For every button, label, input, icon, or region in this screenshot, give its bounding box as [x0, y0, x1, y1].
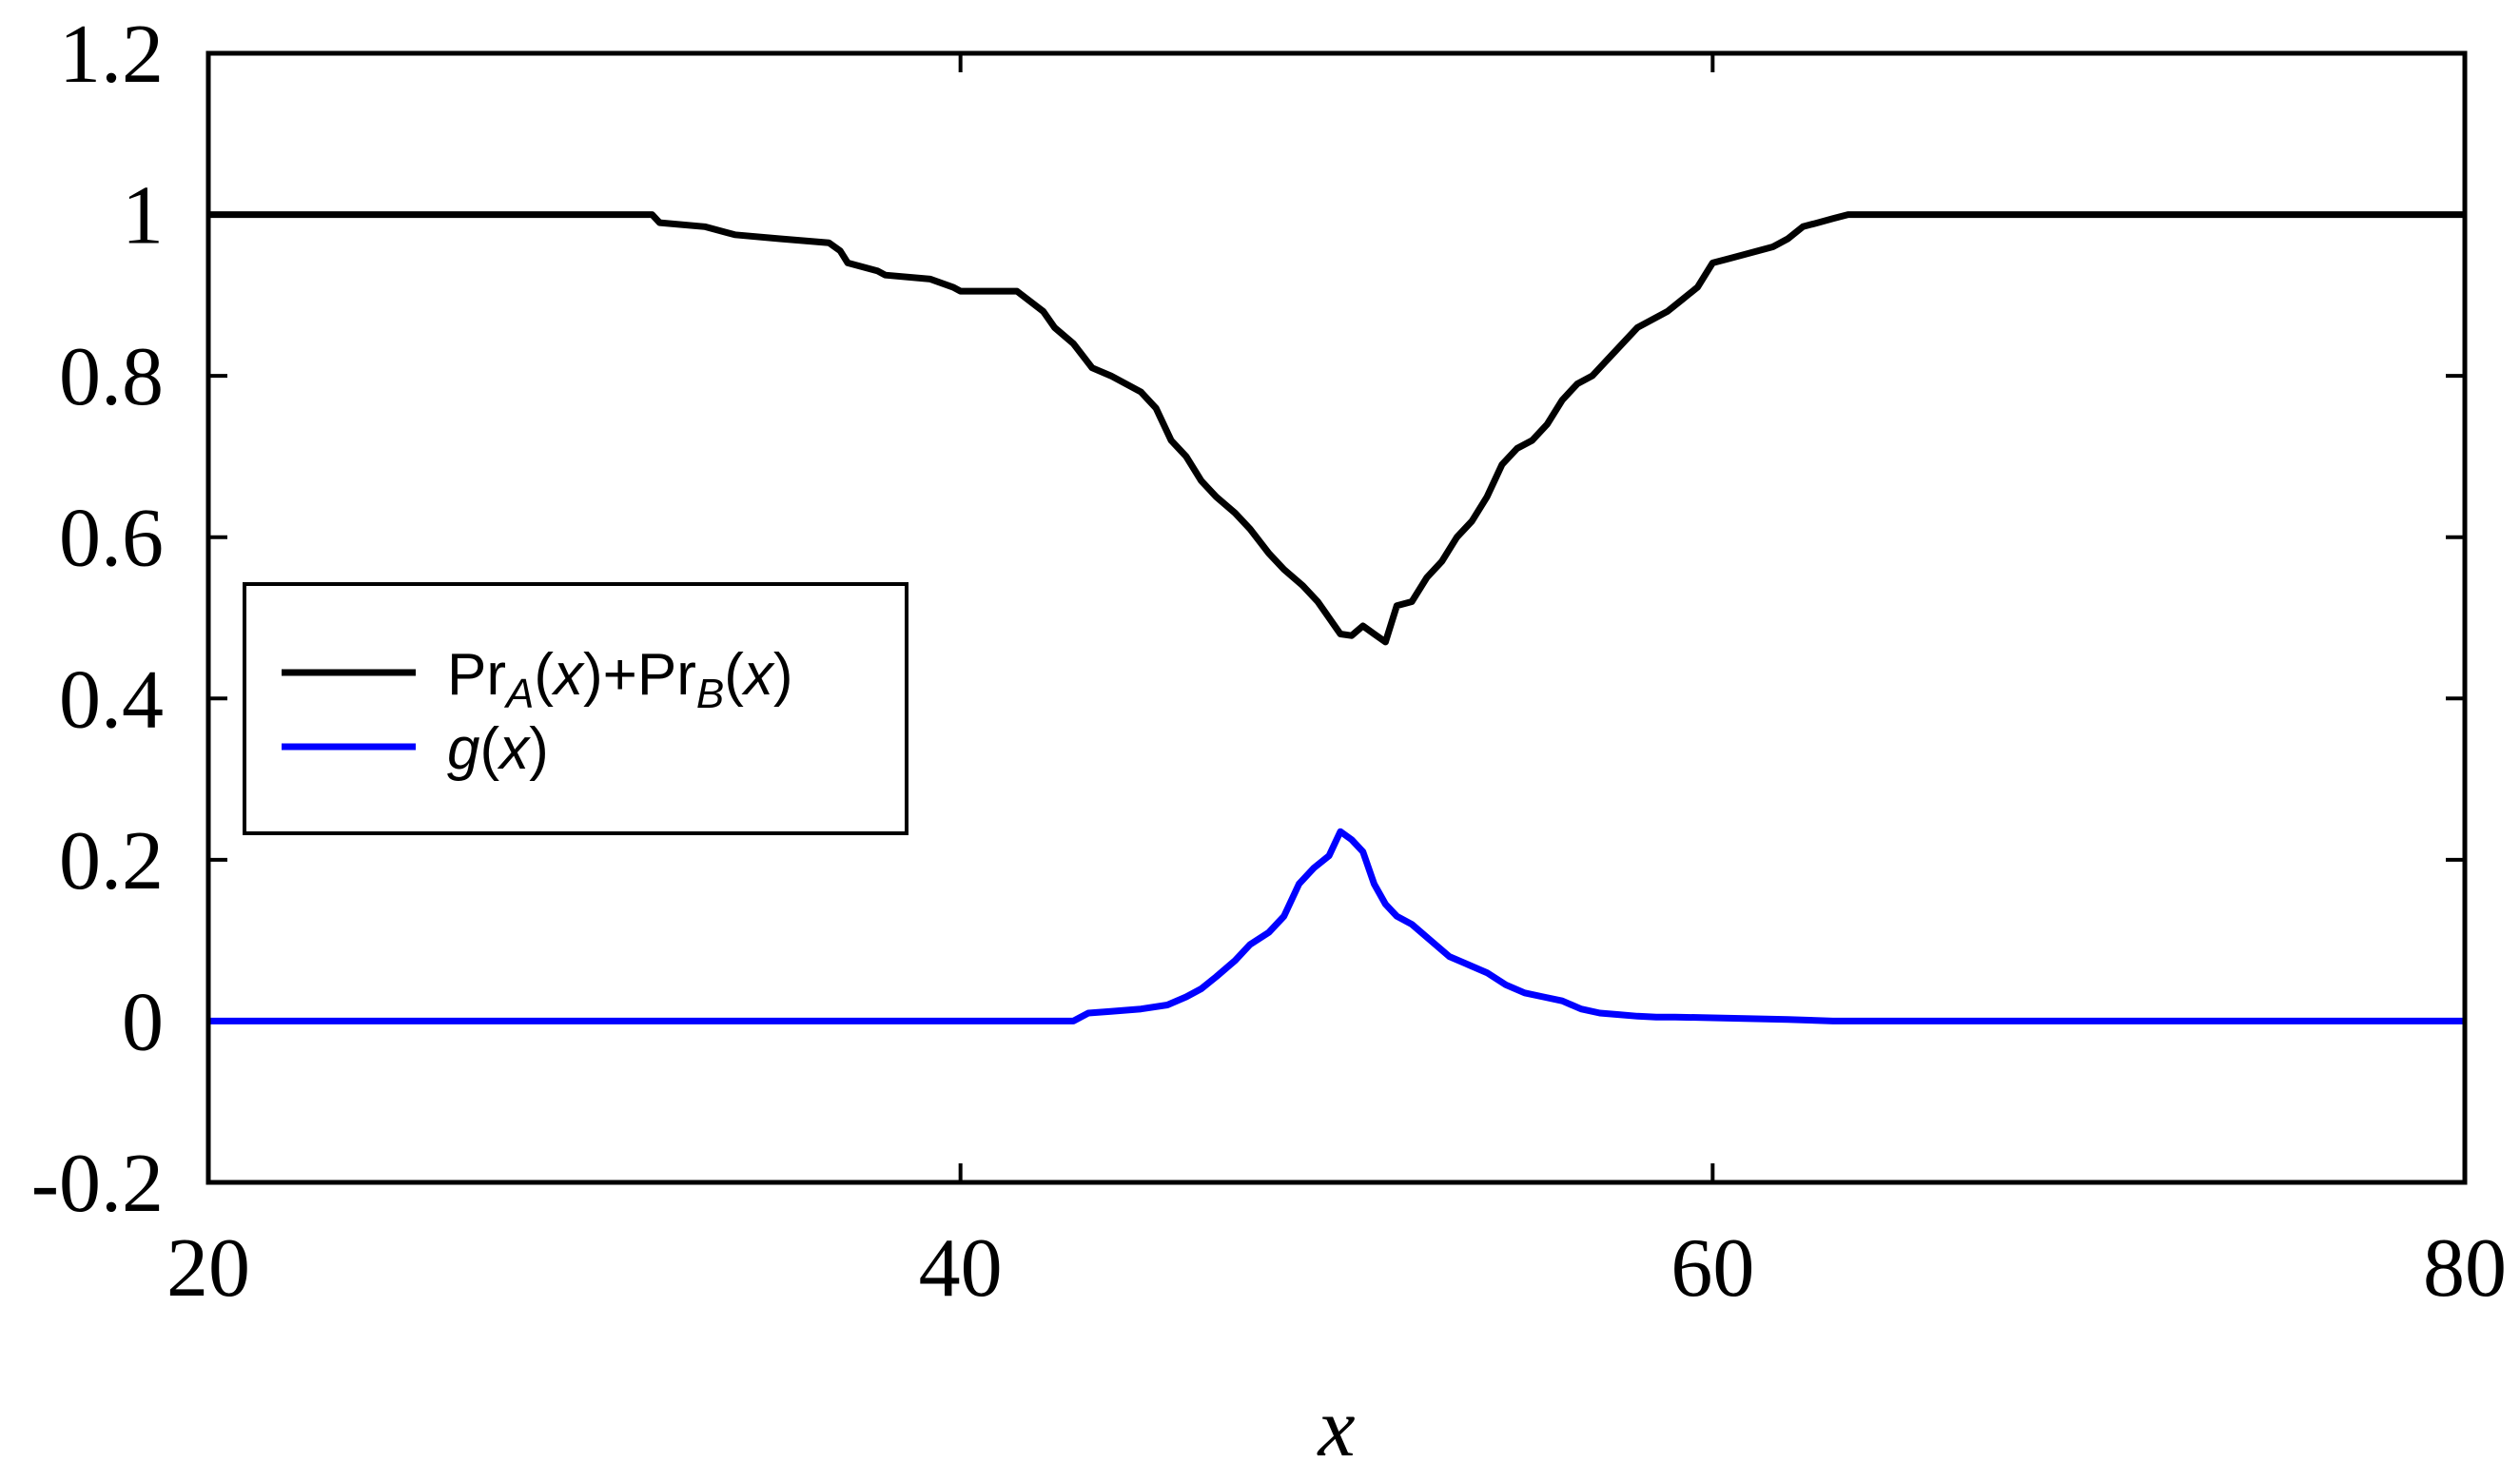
y-tick-label: 0.4: [59, 653, 164, 746]
ticks-layer: 20 40 60 80 -0.2 0 0.2 0.4 0.6 0.8 1 1.2: [31, 9, 2507, 1315]
y-tick-label: 1.2: [59, 9, 164, 101]
y-tick-label: -0.2: [31, 1138, 164, 1230]
series-line-1: [208, 828, 2465, 1024]
x-tick-label: 40: [919, 1222, 1003, 1315]
y-tick-label: 1: [122, 170, 164, 263]
legend-label-pr: PrA(x)+PrB(x): [447, 642, 793, 717]
legend: PrA(x)+PrB(x) g(x): [243, 582, 908, 835]
y-tick-label: 0: [122, 976, 164, 1068]
series-line-0: [208, 211, 2465, 646]
plot-frame: [205, 50, 2468, 1185]
x-axis-label: x: [1316, 1382, 1355, 1463]
y-tick-label: 0.2: [59, 815, 164, 907]
x-tick-label: 60: [1670, 1222, 1754, 1315]
series-layer: [208, 211, 2465, 1024]
y-tick-label: 0.8: [59, 331, 164, 423]
legend-box: [243, 582, 908, 835]
x-tick-label: 80: [2423, 1222, 2507, 1315]
y-tick-label: 0.6: [59, 493, 164, 585]
legend-label-g: g(x): [447, 716, 549, 782]
x-tick-label: 20: [166, 1222, 250, 1315]
